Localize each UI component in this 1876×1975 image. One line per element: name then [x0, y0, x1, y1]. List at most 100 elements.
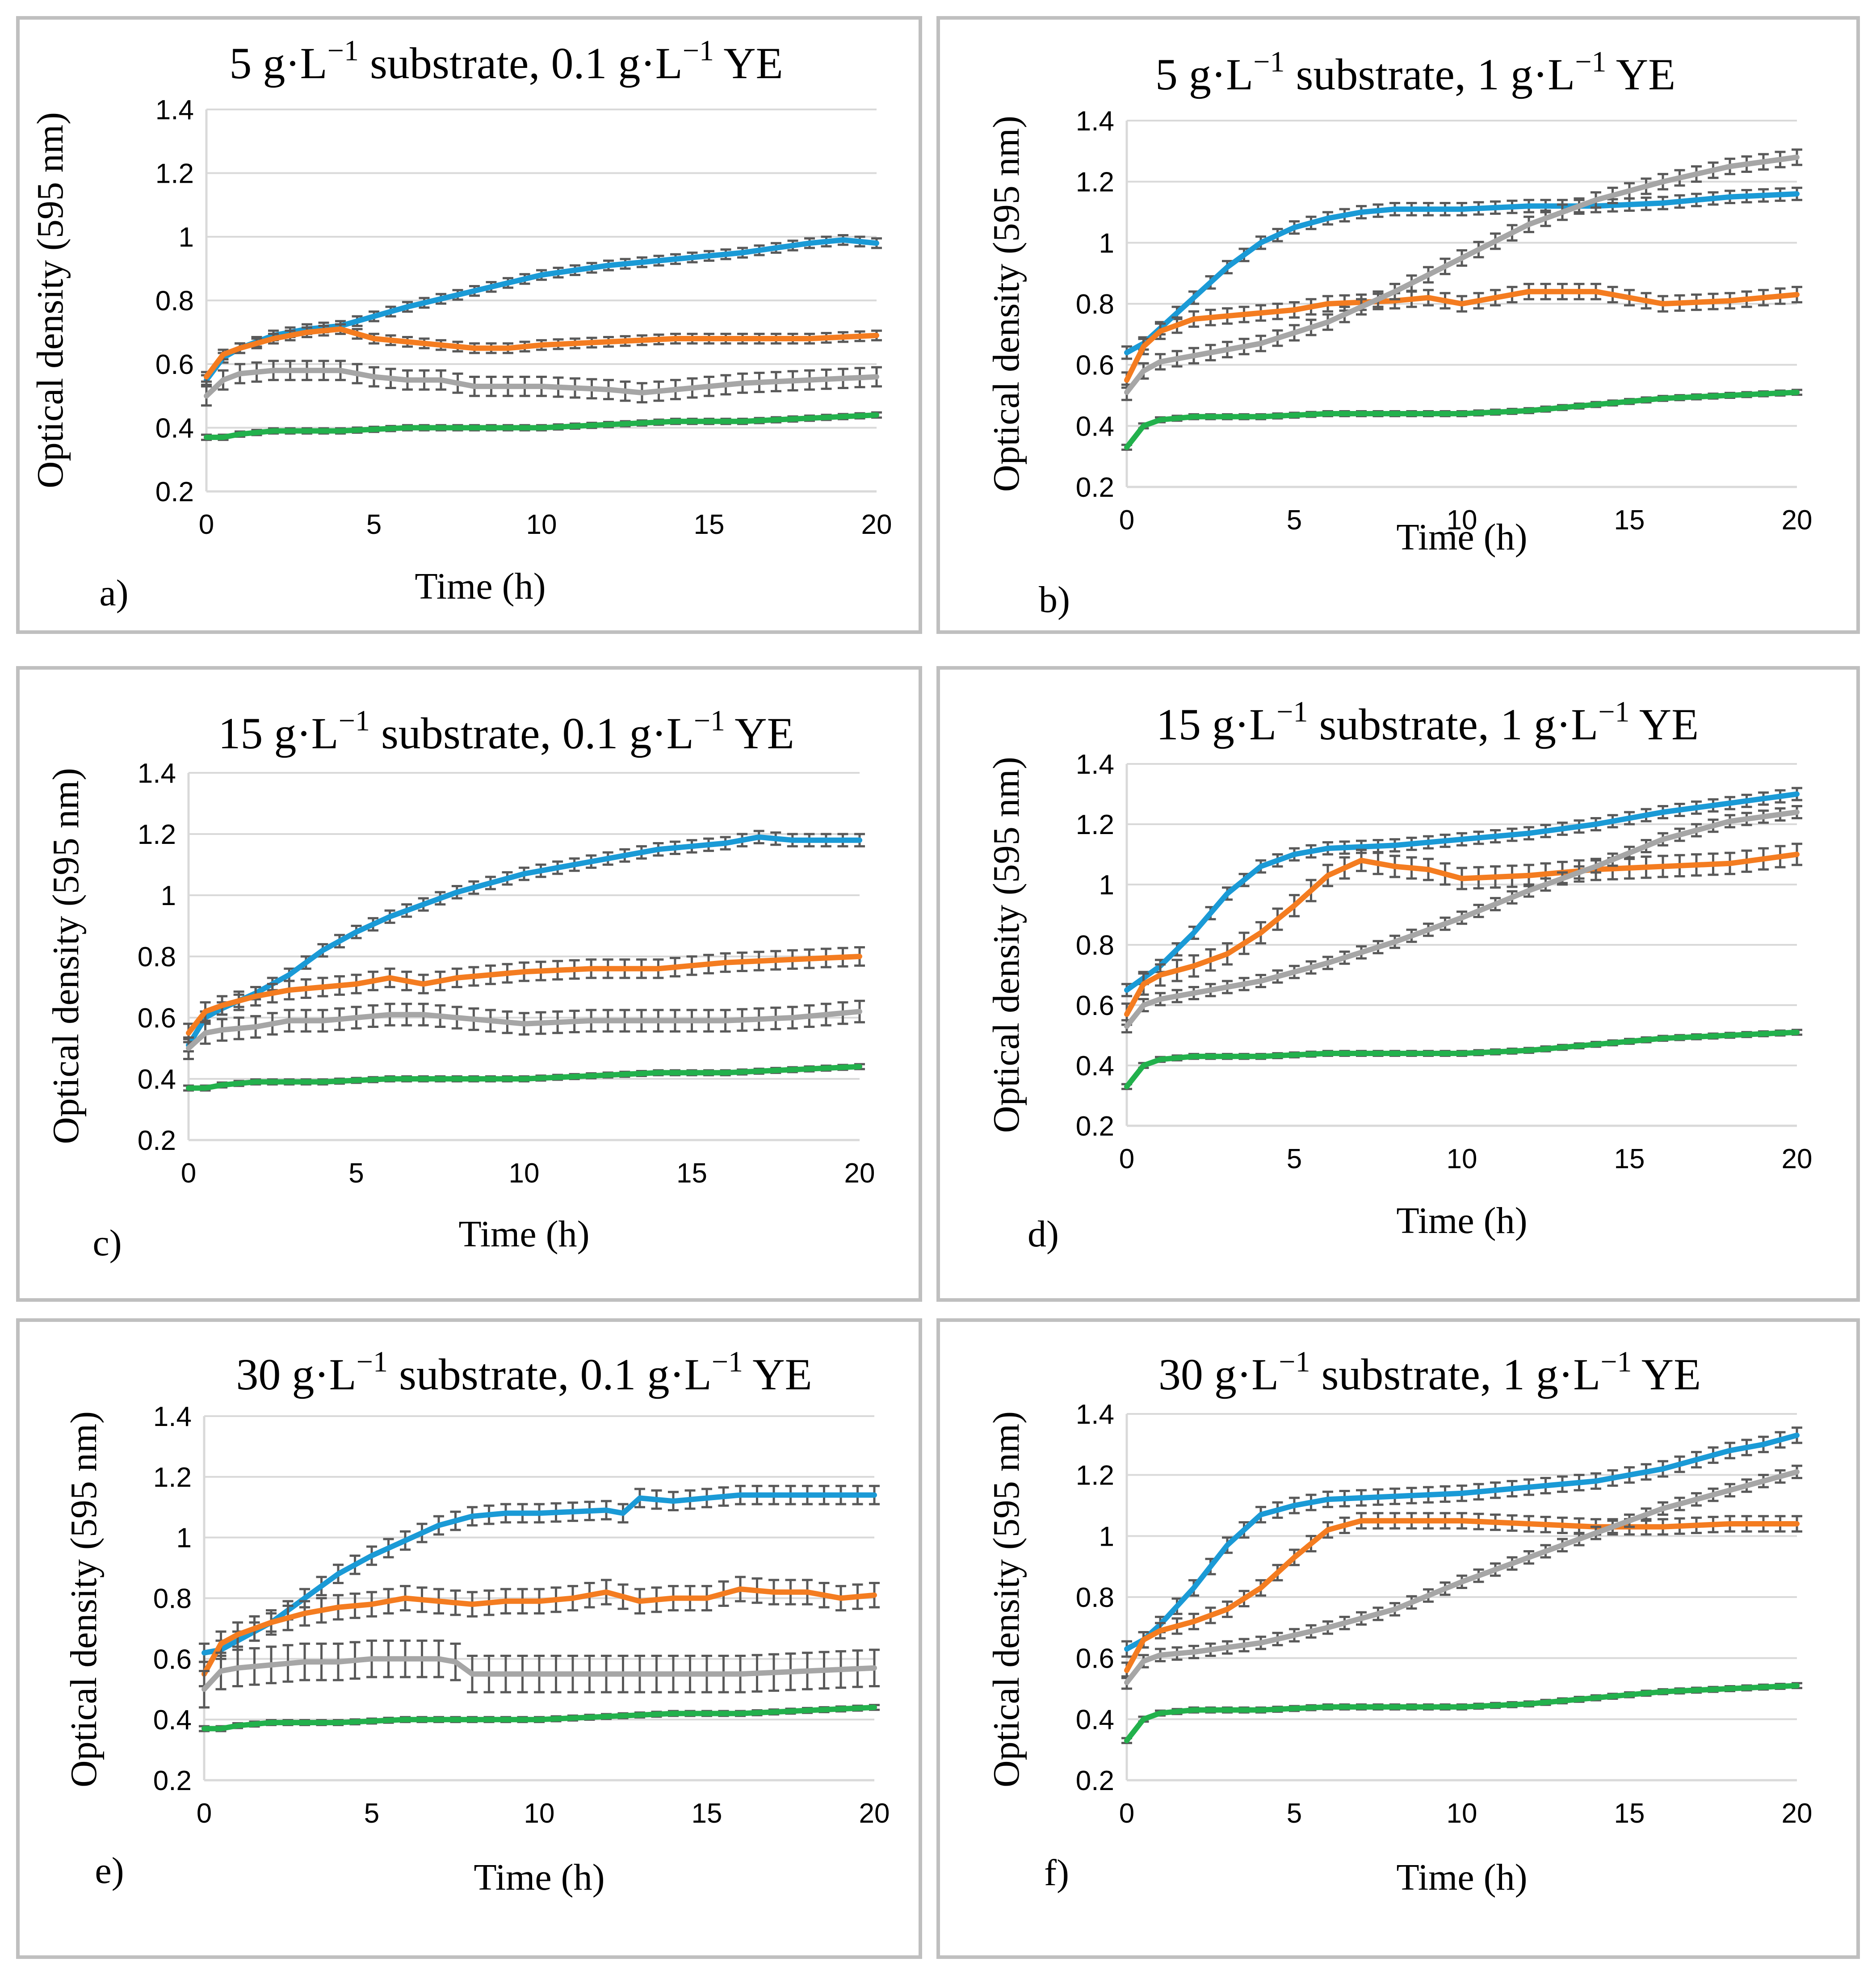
x-tick-label: 15	[676, 1158, 707, 1189]
y-tick-label: 0.2	[138, 1125, 176, 1156]
y-tick-label: 0.6	[1076, 350, 1114, 381]
y-tick-label: 0.4	[155, 413, 194, 444]
x-axis-title: Time (h)	[1396, 516, 1527, 558]
x-tick-label: 20	[1782, 1144, 1813, 1174]
x-tick-label: 0	[181, 1158, 196, 1189]
series-green	[1121, 1682, 1802, 1744]
series-orange	[199, 1576, 880, 1687]
series-gray	[1121, 1464, 1802, 1690]
y-tick-label: 0.4	[138, 1064, 176, 1095]
series-line-orange	[204, 326, 879, 380]
x-axis-title: Time (h)	[1396, 1857, 1527, 1898]
title-superscript: −1	[1598, 696, 1629, 728]
series-line-gray	[1124, 155, 1800, 395]
title-superscript: −1	[712, 1346, 743, 1378]
panel-title: 15 g·L−1 substrate, 0.1 g·L−1 YE	[218, 704, 794, 758]
y-tick-label: 0.2	[153, 1765, 192, 1796]
series-blue	[1121, 787, 1802, 998]
y-tick-label: 1.2	[1076, 809, 1114, 840]
title-text: 15 g·L	[218, 709, 338, 758]
y-tick-label: 1.2	[138, 819, 176, 850]
x-tick-label: 10	[1447, 505, 1477, 536]
title-superscript: −1	[1276, 696, 1308, 728]
y-tick-label: 1.2	[153, 1462, 192, 1493]
series-green	[183, 1063, 865, 1092]
series-line-green	[1124, 390, 1800, 450]
series-green	[201, 411, 882, 441]
y-tick-label: 1	[1099, 228, 1114, 259]
y-axis-title: Optical density (595 nm)	[29, 112, 71, 488]
title-superscript: −1	[1279, 1346, 1310, 1378]
y-tick-label: 0.8	[153, 1584, 192, 1614]
series-orange	[201, 323, 882, 383]
panel-frame	[936, 666, 1860, 1302]
y-tick-label: 1.4	[1076, 106, 1114, 137]
title-superscript: −1	[683, 34, 714, 67]
series-line-gray	[1124, 809, 1800, 1029]
panel-title: 30 g·L−1 substrate, 1 g·L−1 YE	[1158, 1346, 1701, 1399]
series-orange	[183, 946, 865, 1044]
y-tick-label: 1.4	[138, 758, 176, 789]
series-gray	[201, 360, 882, 407]
y-tick-label: 1.2	[1076, 1460, 1114, 1491]
x-tick-label: 15	[1614, 1144, 1645, 1174]
panel-title: 15 g·L−1 substrate, 1 g·L−1 YE	[1156, 696, 1699, 749]
y-axis-title: Optical density (595 nm)	[986, 757, 1027, 1133]
series-gray	[199, 1640, 880, 1709]
title-superscript: −1	[339, 704, 370, 737]
y-tick-label: 0.4	[1076, 1051, 1114, 1082]
title-text: YE	[725, 709, 794, 758]
x-tick-label: 0	[199, 509, 214, 540]
series-green	[1121, 1028, 1802, 1090]
x-axis-title: Time (h)	[474, 1857, 604, 1898]
y-tick-label: 1	[161, 881, 176, 911]
title-text: 30 g·L	[1158, 1350, 1279, 1399]
y-tick-label: 0.6	[138, 1003, 176, 1034]
panel-label: a)	[99, 572, 128, 614]
x-tick-label: 0	[197, 1798, 212, 1829]
x-tick-label: 10	[1447, 1144, 1477, 1174]
x-tick-label: 10	[509, 1158, 540, 1189]
panel-frame	[16, 16, 922, 634]
y-tick-label: 0.8	[138, 942, 176, 973]
title-superscript: −1	[1575, 46, 1606, 78]
series-line-blue	[1124, 1432, 1800, 1652]
x-tick-label: 10	[1447, 1798, 1477, 1829]
x-tick-label: 20	[859, 1798, 890, 1829]
panel-label: d)	[1028, 1213, 1059, 1255]
chart-panel-b: 0.20.40.60.811.21.40 5 10 15 205 g·L−1 subst…	[936, 16, 1860, 634]
y-tick-label: 0.6	[1076, 990, 1114, 1021]
title-superscript: −1	[327, 34, 359, 67]
title-text: YE	[1607, 50, 1676, 99]
panel-frame	[16, 1318, 922, 1959]
y-tick-label: 0.2	[1076, 472, 1114, 503]
y-tick-label: 1.4	[1076, 749, 1114, 780]
y-axis-title: Optical density (595 nm)	[986, 1411, 1027, 1787]
panel-title: 5 g·L−1 substrate, 0.1 g·L−1 YE	[229, 34, 783, 88]
title-text: YE	[1632, 1350, 1701, 1399]
series-line-gray	[204, 368, 879, 399]
y-tick-label: 0.4	[1076, 1704, 1114, 1735]
chart-panel-a: 0.20.40.60.811.21.40 5 10 15 205 g·L−1 subst…	[16, 16, 922, 634]
y-tick-label: 0.6	[1076, 1644, 1114, 1674]
series-gray	[1121, 148, 1802, 401]
y-tick-label: 1	[176, 1523, 192, 1554]
title-text: YE	[714, 38, 783, 88]
x-tick-label: 15	[692, 1798, 722, 1829]
y-tick-label: 0.4	[1076, 411, 1114, 442]
series-line-green	[204, 412, 879, 440]
series-line-orange	[186, 954, 862, 1036]
y-axis-title: Optical density (595 nm)	[986, 116, 1027, 492]
y-tick-label: 0.8	[155, 286, 194, 317]
y-tick-label: 1	[1099, 1521, 1114, 1552]
title-text: YE	[1630, 700, 1699, 749]
x-tick-label: 5	[364, 1798, 379, 1829]
y-tick-label: 1.4	[155, 95, 194, 126]
series-green	[199, 1704, 880, 1732]
panel-label: b)	[1039, 579, 1070, 621]
series-line-gray	[1124, 1469, 1800, 1686]
